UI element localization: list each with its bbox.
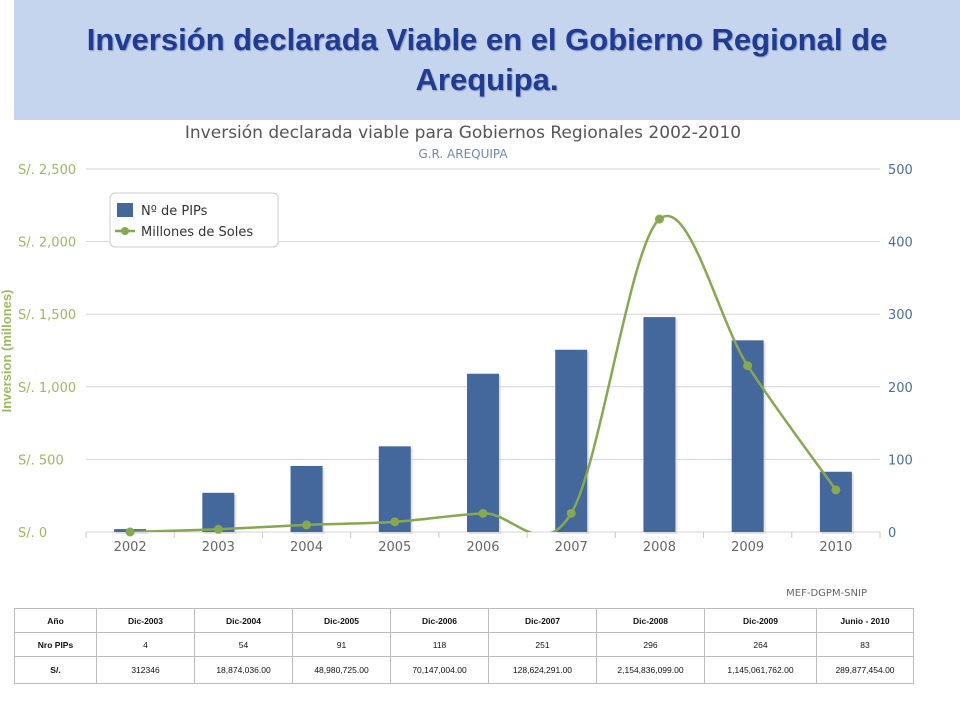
chart-subtitle: G.R. AREQUIPA (418, 147, 508, 161)
table-header-cell: Junio - 2010 (816, 608, 914, 633)
x-tick-label: 2009 (731, 540, 764, 555)
axis-labels: S/. 0 S/. 500 S/. 1,000 S/. 1,500 S/. 2,000 S… (18, 163, 913, 555)
legend-bar-swatch (117, 203, 133, 217)
line-point (478, 508, 488, 518)
table-row: S/. 312346 18,874,036.00 48,980,725.00 70,14… (14, 656, 914, 684)
y-right-tick-label: 400 (888, 236, 913, 251)
y-left-tick-label: S/. 1,500 (18, 308, 76, 323)
table-cell: 70,147,004.00 (390, 656, 489, 684)
title-banner: Inversión declarada Viable en el Gobiern… (14, 0, 960, 120)
table-header-cell: Dic-2003 (96, 608, 195, 633)
legend-line-marker (121, 227, 129, 235)
data-table: Año Dic-2003 Dic-2004 Dic-2005 Dic-2006 Dic-2… (14, 608, 914, 684)
line-point (213, 524, 223, 534)
table-row: Nro PIPs 4 54 91 118 251 296 264 83 (14, 632, 914, 657)
x-tick-label: 2007 (555, 540, 588, 555)
line-point (831, 485, 841, 495)
y-left-tick-label: S/. 1,000 (18, 381, 76, 396)
table-cell: 296 (596, 632, 705, 657)
table-cell: 4 (96, 632, 195, 657)
table-row-label: Nro PIPs (14, 632, 97, 657)
bar (467, 373, 499, 532)
table-header-cell: Dic-2006 (390, 608, 489, 633)
x-tick-label: 2005 (378, 540, 411, 555)
y-right-tick-label: 300 (888, 308, 913, 323)
chart-title: Inversión declarada viable para Gobierno… (185, 123, 741, 143)
table-header-cell: Dic-2005 (292, 608, 391, 633)
y-right-tick-label: 100 (888, 453, 913, 468)
x-tick-label: 2004 (290, 540, 323, 555)
table-cell: 251 (488, 632, 597, 657)
x-tick-label: 2006 (466, 540, 499, 555)
table-cell: 83 (816, 632, 914, 657)
bar (731, 340, 764, 532)
line-point (125, 527, 135, 537)
table-header-cell: Dic-2004 (194, 608, 293, 633)
source-label: MEF-DGPM-SNIP (786, 588, 867, 599)
y-left-tick-label: S/. 0 (18, 526, 47, 541)
table-header-cell: Dic-2009 (704, 608, 817, 633)
investment-chart: Inversión declarada viable para Gobierno… (0, 123, 913, 599)
y-left-tick-label: S/. 2,000 (18, 236, 76, 251)
legend-line-label: Millones de Soles (141, 225, 253, 240)
table-cell: 91 (292, 632, 391, 657)
data-table-wrapper: Año Dic-2003 Dic-2004 Dic-2005 Dic-2006 Dic-2… (14, 608, 914, 684)
chart-legend: Nº de PIPs Millones de Soles (109, 192, 279, 248)
table-header-cell: Dic-2007 (488, 608, 597, 633)
x-tick-label: 2010 (819, 540, 852, 555)
table-cell: 1,145,061,762.00 (704, 656, 817, 684)
line-point (302, 520, 312, 530)
line-path (130, 214, 837, 532)
table-cell: 128,624,291.00 (488, 656, 597, 684)
table-cell: 264 (704, 632, 817, 657)
y-left-tick-label: S/. 500 (18, 453, 64, 468)
x-tick-label: 2003 (202, 540, 235, 555)
legend-bar-label: Nº de PIPs (141, 204, 208, 219)
table-row-label: S/. (14, 656, 97, 684)
bar-series (114, 317, 854, 534)
table-header-row: Año Dic-2003 Dic-2004 Dic-2005 Dic-2006 Dic-2… (14, 608, 914, 633)
y-right-tick-label: 200 (888, 381, 913, 396)
table-cell: 2,154,836,099.00 (596, 656, 705, 684)
line-point (743, 361, 753, 371)
table-body: Nro PIPs 4 54 91 118 251 296 264 83 S/. 312346 18,8… (14, 632, 914, 684)
bar (643, 317, 676, 532)
line-point (566, 508, 576, 518)
table-cell: 289,877,454.00 (816, 656, 914, 684)
line-point (390, 517, 400, 527)
bar (555, 349, 588, 532)
table-cell: 118 (390, 632, 489, 657)
table-header-cell: Dic-2008 (596, 608, 705, 633)
table-cell: 48,980,725.00 (292, 656, 391, 684)
line-series (125, 214, 841, 537)
x-tick-label: 2008 (643, 540, 676, 555)
bar (819, 471, 852, 532)
legend-box (109, 192, 279, 248)
y-right-tick-label: 0 (888, 526, 896, 541)
line-point (654, 214, 664, 224)
y-right-tick-label: 500 (888, 163, 913, 178)
page-title: Inversión declarada Viable en el Gobiern… (86, 22, 888, 97)
table-header-cell: Año (14, 608, 97, 633)
y-axis-label: Inversion (millones) (0, 290, 14, 413)
y-left-tick-label: S/. 2,500 (18, 163, 76, 178)
x-tick-label: 2002 (114, 540, 147, 555)
table-cell: 312346 (96, 656, 195, 684)
table-cell: 54 (194, 632, 293, 657)
table-cell: 18,874,036.00 (194, 656, 293, 684)
